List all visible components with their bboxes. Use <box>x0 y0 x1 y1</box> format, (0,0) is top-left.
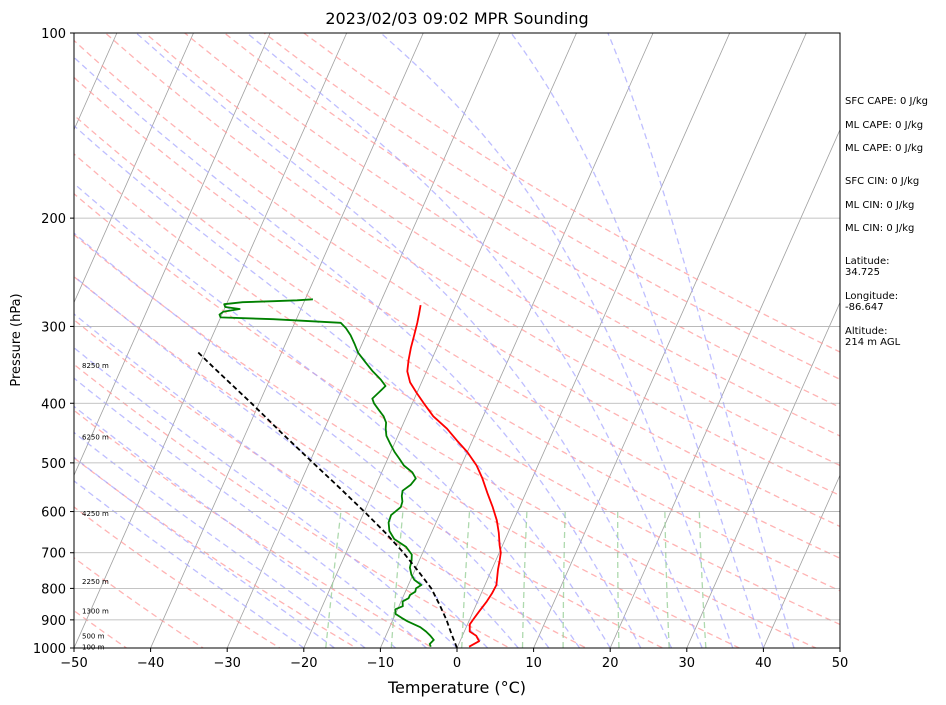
height-label: 100 m <box>82 643 105 651</box>
dry-adiabat-line <box>74 153 840 626</box>
isotherm-line <box>686 301 840 648</box>
sounding-info-text: ML CAPE: 0 J/kg <box>845 143 923 154</box>
background-lines <box>74 33 840 648</box>
isotherm-line <box>303 33 577 648</box>
moist-adiabat-line <box>510 33 765 648</box>
y-tick-label: 600 <box>41 506 66 521</box>
dry-adiabat-line <box>74 192 818 648</box>
dry-adiabat-line <box>74 39 840 528</box>
sounding-info-text: 34.725 <box>845 267 880 278</box>
sounding-info-text: -86.647 <box>845 302 884 313</box>
y-tick-label: 1000 <box>33 642 66 657</box>
height-labels: 100 m 500 m 1300 m 2250 m 4250 m 6250 m 8250 m <box>82 362 109 651</box>
height-label: 500 m <box>82 632 105 640</box>
x-tick-label: 0 <box>453 656 461 671</box>
moist-adiabat-line <box>74 275 519 648</box>
moist-adiabat-line <box>74 456 335 648</box>
pressure-gridlines <box>74 33 840 648</box>
sounding-info-text: ML CIN: 0 J/kg <box>845 223 914 234</box>
dry-adiabat-line <box>74 363 511 648</box>
moist-adiabat-line <box>246 33 703 648</box>
moist-adiabat-line <box>607 33 795 648</box>
isotherm-line <box>609 128 840 648</box>
y-tick-label: 700 <box>41 547 66 562</box>
x-tick-label: 40 <box>755 656 772 671</box>
x-tick-label: −40 <box>137 656 164 671</box>
y-tick-label: 200 <box>41 212 66 227</box>
dry-adiabat-line <box>263 33 840 381</box>
x-tick-label: −50 <box>60 656 87 671</box>
sounding-info-text: SFC CAPE: 0 J/kg <box>845 96 928 107</box>
dry-adiabat-line <box>74 506 281 648</box>
x-tick-label: 50 <box>832 656 849 671</box>
moist-adiabat-line <box>135 33 673 648</box>
isotherm-line <box>74 33 271 477</box>
dry-adiabat-line <box>144 33 840 467</box>
dry-adiabat-line <box>74 609 128 648</box>
moist-adiabat-line <box>74 232 550 648</box>
y-tick-label: 400 <box>41 397 66 412</box>
x-tick-label: 10 <box>525 656 542 671</box>
sounding-info-text: ML CIN: 0 J/kg <box>845 200 914 211</box>
isotherm-line <box>74 33 194 304</box>
y-tick-label: 800 <box>41 582 66 597</box>
x-tick-label: −10 <box>367 656 394 671</box>
dry-adiabat-line <box>74 319 588 648</box>
moist-adiabat-line <box>74 56 642 648</box>
sounding-info-text: Latitude: <box>845 256 890 267</box>
moist-adiabat-line <box>380 33 734 648</box>
sounding-info-text: ML CAPE: 0 J/kg <box>845 120 923 131</box>
moist-adiabat-line <box>74 124 611 648</box>
x-tick-label: −20 <box>290 656 317 671</box>
moist-adiabat-line <box>74 377 427 648</box>
sounding-info-text: 214 m AGL <box>845 337 901 348</box>
isotherm-line <box>380 33 654 648</box>
x-axis-title: Temperature (°C) <box>387 678 526 697</box>
y-tick-label: 300 <box>41 320 66 335</box>
sounding-info-text: SFC CIN: 0 J/kg <box>845 176 919 187</box>
isotherm-line <box>533 33 807 648</box>
height-label: 1300 m <box>82 608 109 616</box>
sounding-traces <box>196 298 502 648</box>
temperature-trace <box>406 304 502 648</box>
moist-adiabat-line <box>74 182 581 648</box>
height-label: 2250 m <box>82 578 109 586</box>
moist-adiabat-line <box>74 346 458 648</box>
x-axis: −50 −40 −30 −20 −10 0 10 20 30 40 50 <box>60 648 848 671</box>
height-label: 4250 m <box>82 510 109 518</box>
dewpoint-trace <box>218 298 435 648</box>
sounding-info-text: Altitude: <box>845 326 887 337</box>
sounding-info-text: Longitude: <box>845 291 898 302</box>
y-axis: 1000 900 800 700 600 500 400 300 200 100 <box>33 27 74 657</box>
dry-adiabat-line <box>74 233 741 648</box>
dry-adiabat-line <box>184 33 840 437</box>
y-tick-label: 100 <box>41 27 66 42</box>
y-axis-title: Pressure (hPa) <box>9 293 24 386</box>
y-tick-label: 500 <box>41 457 66 472</box>
dry-adiabat-line <box>74 114 840 592</box>
height-label: 8250 m <box>82 362 109 370</box>
height-label: 6250 m <box>82 434 109 442</box>
chart-title: 2023/02/03 09:02 MPR Sounding <box>325 9 588 28</box>
x-tick-label: 30 <box>679 656 696 671</box>
moist-adiabat-line <box>74 480 305 648</box>
isotherm-line <box>763 474 840 648</box>
x-tick-label: 20 <box>602 656 619 671</box>
dry-adiabat-line <box>74 76 840 559</box>
parcel-profile-trace <box>196 351 458 648</box>
isotherm-line <box>456 33 731 648</box>
y-tick-label: 900 <box>41 614 66 629</box>
sounding-info-panel: SFC CAPE: 0 J/kg ML CAPE: 0 J/kg ML CAPE: … <box>845 96 928 348</box>
x-tick-label: −30 <box>213 656 240 671</box>
moist-adiabat-line <box>74 431 366 648</box>
dry-adiabat-line <box>74 409 435 648</box>
isotherm-line <box>226 33 501 648</box>
moist-adiabat-line <box>74 313 489 648</box>
